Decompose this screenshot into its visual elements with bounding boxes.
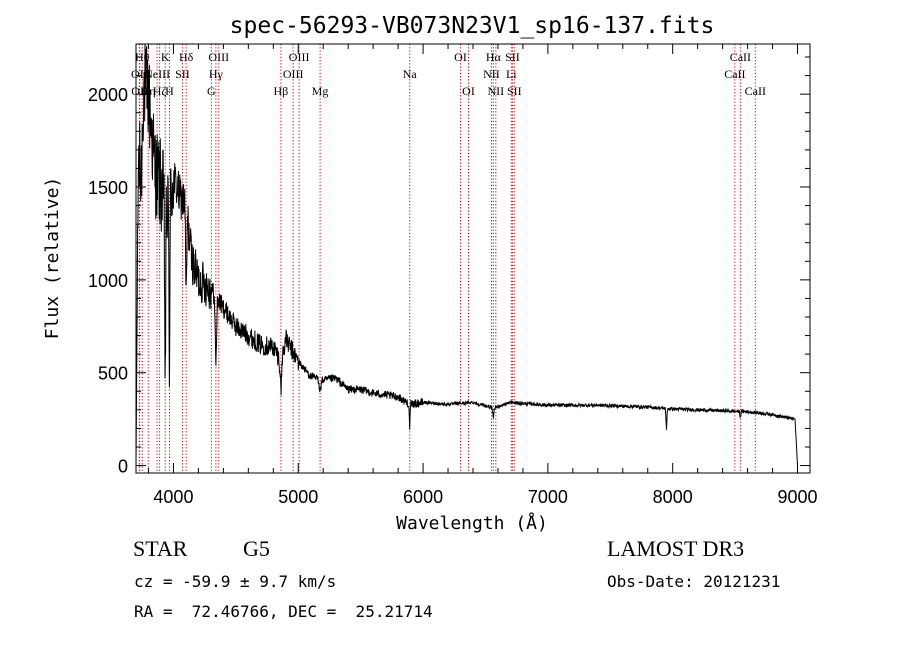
- y-tick-label: 0: [118, 457, 128, 477]
- line-marker-label: NeIII: [144, 67, 170, 81]
- line-marker-label: G: [207, 84, 216, 98]
- y-tick-label: 500: [98, 364, 128, 384]
- line-marker-label: H: [165, 84, 174, 98]
- x-tick-label: 9000: [777, 487, 817, 507]
- y-tick-label: 1000: [88, 271, 128, 291]
- y-tick-label: 1500: [88, 178, 128, 198]
- x-tick-label: 7000: [528, 487, 568, 507]
- obs-date-text: Obs-Date: 20121231: [607, 572, 781, 591]
- x-tick-label: 5000: [278, 487, 318, 507]
- line-marker-labels: OIIOIIHθHηNeIIIHζKHSIIHδGHγOIIIHβOIIIOII…: [131, 50, 766, 98]
- line-marker-label: Mg: [312, 84, 329, 98]
- line-marker-label: OI: [454, 50, 467, 64]
- velocity-text: cz = -59.9 ± 9.7 km/s: [134, 572, 337, 591]
- line-marker-label: SII: [507, 84, 522, 98]
- object-class: STAR: [133, 536, 188, 561]
- line-marker-label: OIII: [283, 67, 304, 81]
- coordinates-text: RA = 72.46766, DEC = 25.21714: [134, 602, 433, 621]
- chart-title: spec-56293-VB073N23V1_sp16-137.fits: [230, 13, 715, 39]
- line-marker-label: K: [161, 50, 170, 64]
- axis-tick-labels: 4000 5000 6000 7000 8000 9000 0 500 1000 1500 2000: [88, 85, 818, 507]
- line-marker-label: Hα: [486, 50, 502, 64]
- x-tick-label: 4000: [153, 487, 193, 507]
- spectrum-line: [135, 43, 798, 466]
- line-marker-label: CaII: [724, 67, 745, 81]
- line-marker-label: CaII: [745, 84, 766, 98]
- line-marker-label: Na: [403, 67, 418, 81]
- line-marker-label: OIII: [208, 50, 229, 64]
- x-axis-label: Wavelength (Å): [396, 512, 548, 534]
- y-axis-label: Flux (relative): [42, 177, 63, 340]
- line-marker-label: SII: [175, 67, 190, 81]
- plot-frame: [135, 43, 811, 474]
- line-marker-label: CaII: [730, 50, 751, 64]
- object-subclass: G5: [243, 536, 270, 561]
- x-tick-label: 8000: [653, 487, 693, 507]
- survey-name: LAMOST DR3: [607, 536, 745, 561]
- line-marker-label: Hζ: [153, 84, 167, 98]
- line-marker-label: NII: [483, 67, 500, 81]
- line-marker-label: SII: [505, 50, 520, 64]
- line-marker-label: Hγ: [209, 67, 224, 81]
- line-marker-label: Hδ: [179, 50, 194, 64]
- line-marker-label: Hβ: [274, 84, 289, 98]
- line-marker-label: OIII: [289, 50, 310, 64]
- line-marker-label: OI: [462, 84, 475, 98]
- axis-ticks: [136, 44, 810, 473]
- x-tick-label: 6000: [403, 487, 443, 507]
- y-tick-label: 2000: [88, 85, 128, 105]
- line-marker-label: NII: [488, 84, 505, 98]
- line-marker-label: Li: [506, 67, 517, 81]
